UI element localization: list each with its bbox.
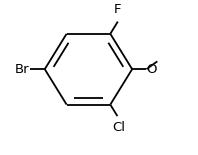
Text: O: O xyxy=(147,63,157,76)
Text: Cl: Cl xyxy=(112,121,125,134)
Text: F: F xyxy=(114,3,122,16)
Text: Br: Br xyxy=(14,63,29,76)
